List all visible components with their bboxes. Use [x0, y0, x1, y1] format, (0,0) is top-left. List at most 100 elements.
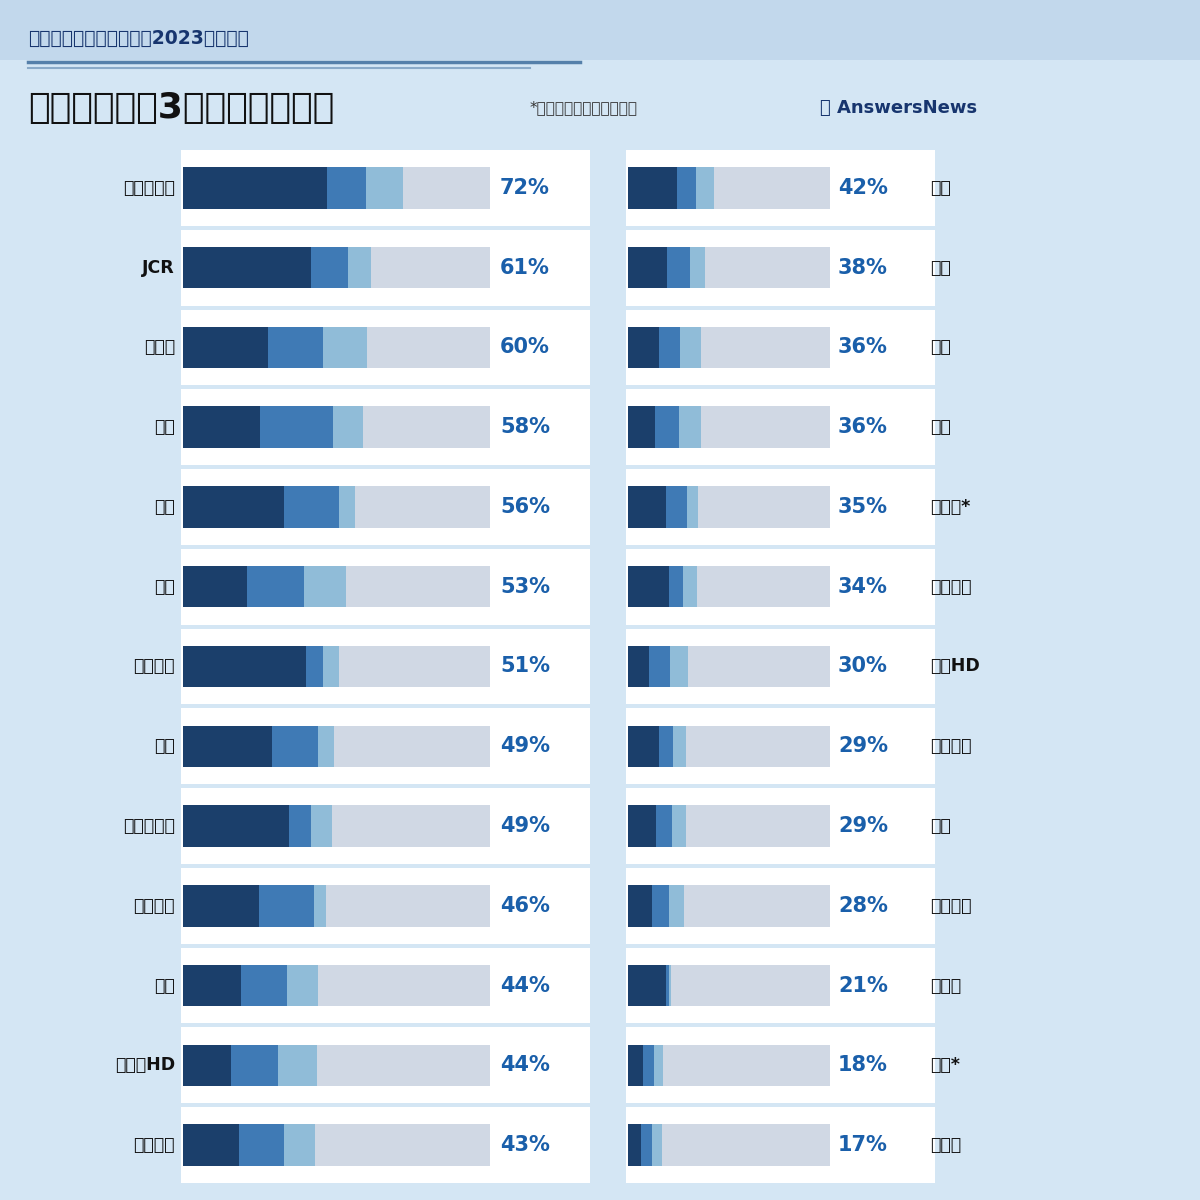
Bar	[259, 407, 332, 448]
Bar	[628, 886, 652, 926]
Text: 小野: 小野	[155, 737, 175, 755]
Text: 参天: 参天	[930, 179, 950, 197]
Bar	[332, 407, 362, 448]
Bar	[182, 1045, 490, 1086]
Text: 46%: 46%	[500, 896, 550, 916]
Bar	[679, 407, 701, 448]
Bar	[626, 389, 935, 466]
Bar	[284, 486, 340, 528]
Bar	[628, 1045, 643, 1086]
Bar	[181, 229, 590, 306]
Bar	[259, 886, 314, 926]
Bar	[181, 868, 590, 943]
Bar	[182, 566, 490, 607]
Bar	[628, 167, 830, 209]
Bar	[182, 247, 490, 288]
Text: 帝人*: 帝人*	[930, 1056, 960, 1074]
Bar	[348, 247, 371, 288]
Bar	[182, 886, 259, 926]
Bar	[641, 1124, 652, 1166]
Bar	[628, 326, 659, 368]
Text: 大塚HD: 大塚HD	[930, 658, 979, 676]
Bar	[272, 726, 318, 767]
Bar	[628, 326, 830, 368]
Bar	[628, 407, 655, 448]
Bar	[182, 886, 490, 926]
Text: 住友: 住友	[930, 418, 950, 436]
Bar	[232, 1045, 278, 1086]
Text: 53%: 53%	[500, 577, 550, 596]
Bar	[628, 407, 830, 448]
Bar	[628, 486, 666, 528]
Bar	[628, 886, 830, 926]
Bar	[628, 566, 668, 607]
Bar	[182, 805, 289, 847]
Bar	[181, 389, 590, 466]
Bar	[643, 1045, 654, 1086]
Bar	[182, 247, 311, 288]
Bar	[672, 805, 686, 847]
Text: 持田: 持田	[930, 817, 950, 835]
Bar	[626, 1108, 935, 1183]
Bar	[626, 229, 935, 306]
Text: 30%: 30%	[838, 656, 888, 677]
Bar	[626, 469, 935, 545]
Bar	[670, 886, 684, 926]
Bar	[181, 708, 590, 784]
Bar	[278, 1045, 317, 1086]
Bar	[182, 646, 306, 688]
Text: 富士製薬: 富士製薬	[930, 737, 972, 755]
Text: 49%: 49%	[500, 737, 550, 756]
Text: ツムラ: ツムラ	[930, 1136, 961, 1154]
Bar	[628, 247, 666, 288]
Bar	[628, 646, 830, 688]
Text: 34%: 34%	[838, 577, 888, 596]
Bar	[628, 646, 649, 688]
Text: 売り上げ上位3製品への依存度: 売り上げ上位3製品への依存度	[28, 91, 335, 125]
Text: チャートで見る国内製薬2023年度業績: チャートで見る国内製薬2023年度業績	[28, 29, 248, 48]
Text: 44%: 44%	[500, 976, 550, 996]
Text: 塩野義: 塩野義	[930, 977, 961, 995]
Bar	[683, 566, 697, 607]
Text: 🍀 AnswersNews: 🍀 AnswersNews	[820, 98, 977, 116]
Bar	[628, 965, 666, 1007]
Bar	[696, 167, 714, 209]
Bar	[628, 167, 677, 209]
Bar	[289, 805, 311, 847]
Bar	[659, 326, 680, 368]
Bar	[668, 566, 683, 607]
Bar	[182, 646, 490, 688]
Text: 72%: 72%	[500, 178, 550, 198]
Text: 29%: 29%	[838, 737, 888, 756]
Bar	[659, 726, 673, 767]
Bar	[626, 948, 935, 1024]
Bar	[323, 326, 367, 368]
Bar	[654, 1045, 664, 1086]
Bar	[670, 646, 688, 688]
Bar	[311, 805, 332, 847]
Bar	[626, 150, 935, 226]
Text: 旭化成*: 旭化成*	[930, 498, 971, 516]
Bar	[652, 886, 670, 926]
Bar	[182, 326, 490, 368]
Bar	[655, 407, 679, 448]
Text: ゼリア: ゼリア	[144, 338, 175, 356]
Text: 18%: 18%	[838, 1055, 888, 1075]
Bar	[181, 310, 590, 385]
Bar	[182, 1124, 490, 1166]
Bar	[673, 726, 686, 767]
Text: 28%: 28%	[838, 896, 888, 916]
Bar	[318, 726, 334, 767]
Text: 21%: 21%	[838, 976, 888, 996]
Bar	[182, 1124, 239, 1166]
Text: エーザイ: エーザイ	[133, 658, 175, 676]
Bar	[182, 326, 268, 368]
Text: 36%: 36%	[838, 418, 888, 437]
Bar	[304, 566, 346, 607]
Text: 久光: 久光	[155, 498, 175, 516]
Bar	[628, 805, 830, 847]
Bar	[287, 965, 318, 1007]
Bar	[181, 1027, 590, 1103]
Text: 49%: 49%	[500, 816, 550, 836]
Bar	[182, 486, 284, 528]
